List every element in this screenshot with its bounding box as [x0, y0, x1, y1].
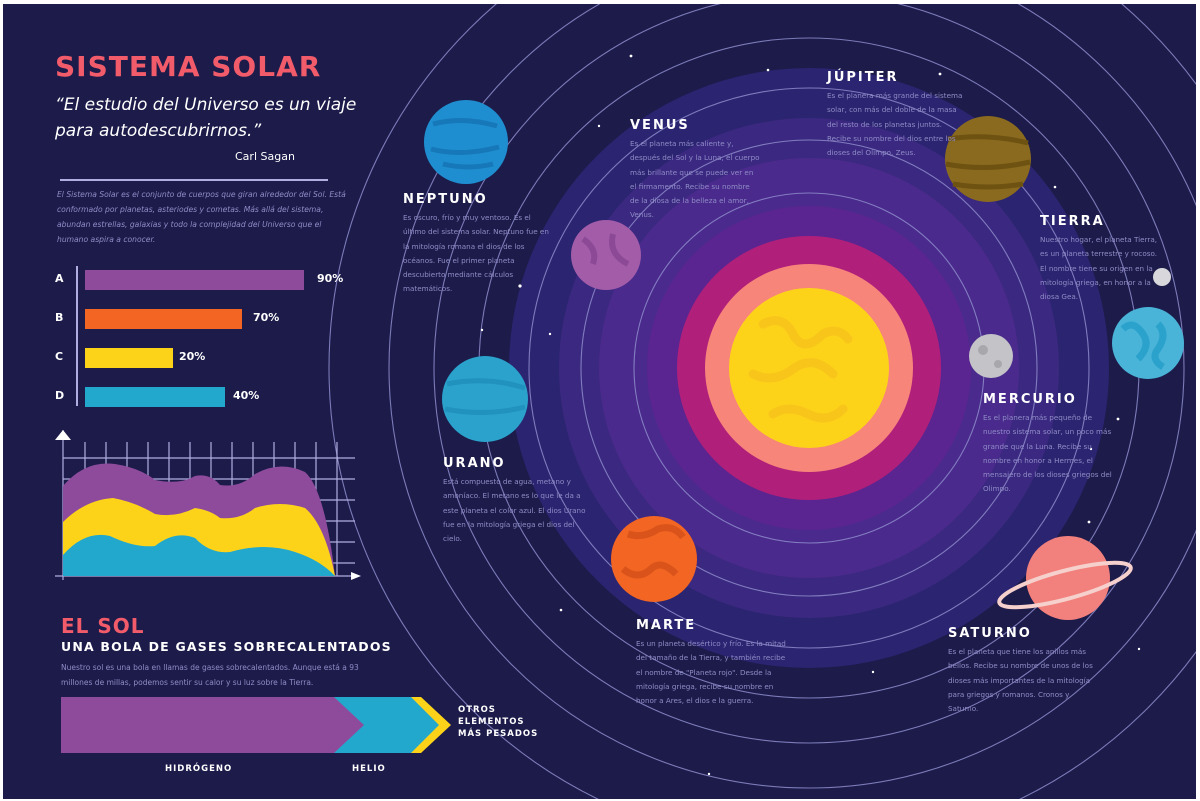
- planet-description: Nuestro hogar, el planeta Tierra, es un …: [1040, 235, 1158, 302]
- planet-description: Está compuesto de agua, metano y amoníac…: [443, 477, 586, 544]
- bar-value: 90%: [317, 272, 344, 285]
- planet-neptune: NEPTUNO Es oscuro, frío y muy ventoso. E…: [403, 192, 553, 297]
- planet-name: MARTE: [636, 618, 697, 633]
- bar-row: D 40%: [55, 387, 375, 407]
- planet-saturn: SATURNO Es el planeta que tiene los anil…: [948, 626, 1098, 716]
- quote-text: “El estudio del Universo es un viaje par…: [55, 95, 357, 141]
- y-axis-arrow-icon: [55, 430, 71, 440]
- neptune-icon: [424, 100, 508, 184]
- planet-name: URANO: [443, 456, 506, 471]
- venus-icon: [571, 220, 641, 290]
- mars-icon: [611, 516, 697, 602]
- sun-icon: [729, 288, 889, 448]
- planet-name: MERCURIO: [983, 392, 1077, 407]
- bar-label: D: [55, 389, 65, 402]
- planet-name: SATURNO: [948, 626, 1032, 641]
- page-title: SISTEMA SOLAR: [55, 50, 322, 83]
- planet-name: NEPTUNO: [403, 192, 488, 207]
- bar-label: A: [55, 272, 64, 285]
- planet-description: Es el planera más pequeño de nuestro sis…: [983, 413, 1112, 494]
- planet-venus: VENUS Es el planeta más caliente y, desp…: [630, 118, 760, 223]
- heavy-elements-label: OTROS ELEMENTOS MÁS PESADOS: [458, 704, 538, 740]
- planet-uranus: URANO Está compuesto de agua, metano y a…: [443, 456, 588, 546]
- planet-earth: TIERRA Nuestro hogar, el planeta Tierra,…: [1040, 214, 1158, 304]
- sun-section-title: EL SOL: [61, 614, 145, 638]
- planet-name: JÚPITER: [827, 70, 899, 85]
- jupiter-icon: [945, 116, 1031, 202]
- planet-name: VENUS: [630, 118, 690, 133]
- saturn-icon: [997, 536, 1133, 620]
- bar-row: B 70%: [55, 309, 375, 329]
- planet-mercury: MERCURIO Es el planera más pequeño de nu…: [983, 392, 1113, 497]
- area-chart: [55, 430, 361, 580]
- heavy-elements-line: ELEMENTOS: [458, 717, 525, 727]
- moon-icon: [1153, 268, 1171, 286]
- sun-section-description: Nuestro sol es una bola en llamas de gas…: [61, 663, 359, 687]
- planet-jupiter: JÚPITER Es el planera más grande del sis…: [827, 70, 967, 160]
- planet-description: Es un planeta desértico y frío. Es la mi…: [636, 639, 786, 706]
- bar-d: [85, 387, 225, 407]
- hydrogen-label: HIDRÓGENO: [165, 764, 233, 774]
- planet-mars: MARTE Es un planeta desértico y frío. Es…: [636, 618, 786, 708]
- bar-chart-axis: [76, 266, 78, 406]
- planet-description: Es el planeta más caliente y, después de…: [630, 139, 760, 220]
- intro-text: El Sistema Solar es el conjunto de cuerp…: [57, 190, 346, 244]
- bar-b: [85, 309, 242, 329]
- planet-name: TIERRA: [1040, 214, 1105, 229]
- sun-section-subtitle: UNA BOLA DE GASES SOBRECALENTADOS: [61, 639, 392, 654]
- divider: [60, 179, 328, 181]
- planet-description: Es oscuro, frío y muy ventoso. Es el últ…: [403, 213, 549, 294]
- bar-row: A 90%: [55, 270, 375, 290]
- heavy-elements-line: MÁS PESADOS: [458, 729, 539, 739]
- bar-c: [85, 348, 173, 368]
- bar-value: 20%: [179, 350, 206, 363]
- bar-row: C 20%: [55, 348, 375, 368]
- heavy-elements-line: OTROS: [458, 705, 496, 715]
- infographic-canvas: SISTEMA SOLAR “El estudio del Universo e…: [3, 4, 1196, 799]
- bar-label: C: [55, 350, 64, 363]
- uranus-icon: [442, 356, 528, 442]
- bar-value: 70%: [253, 311, 280, 324]
- x-axis-arrow-icon: [351, 572, 361, 580]
- earth-icon: [1112, 307, 1184, 379]
- bar-a: [85, 270, 304, 290]
- bar-chart: A 90% B 70% C 20% D 40%: [55, 266, 375, 416]
- solar-system-illustration: [328, 4, 1196, 799]
- planet-description: Es el planera más grande del sistema sol…: [827, 91, 963, 158]
- quote-author: Carl Sagan: [235, 150, 295, 163]
- helium-label: HELIO: [352, 764, 386, 774]
- bar-value: 40%: [233, 389, 260, 402]
- planet-description: Es el planeta que tiene los anillos más …: [948, 647, 1093, 714]
- mercury-icon: [969, 334, 1013, 378]
- bar-label: B: [55, 311, 64, 324]
- sun-composition-bar: [61, 697, 451, 753]
